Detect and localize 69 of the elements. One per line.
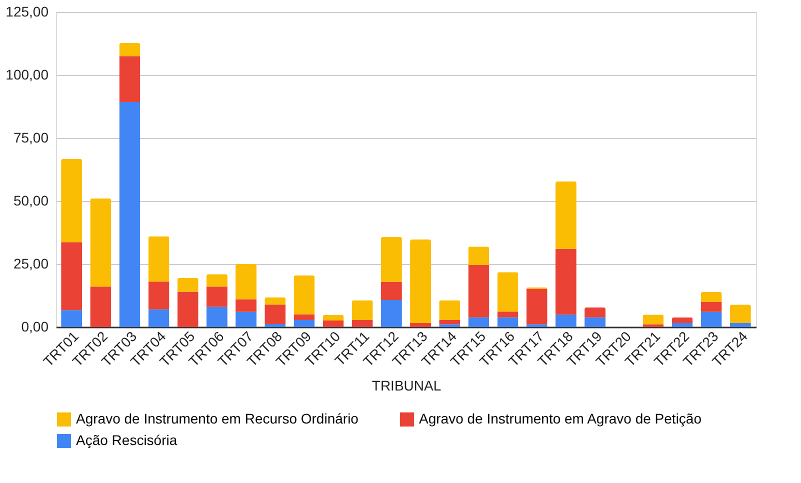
bar [439, 300, 460, 320]
bar [642, 324, 664, 327]
bar [148, 282, 170, 310]
y-tick-label: 100,00 [6, 66, 49, 82]
bar [497, 312, 518, 318]
bar [642, 314, 664, 324]
bar [468, 265, 490, 318]
legend-label: Ação Rescisória [76, 432, 178, 448]
y-tick-label: 75,00 [13, 130, 49, 146]
y-tick-label: 50,00 [13, 192, 49, 208]
bar [380, 300, 402, 327]
bar [700, 292, 722, 302]
legend-label: Agravo de Instrumento em Recurso Ordinário [76, 410, 359, 426]
bar [177, 278, 198, 292]
bar [236, 312, 257, 327]
bar [730, 322, 751, 327]
bar [148, 236, 170, 282]
bar [119, 56, 140, 102]
bar [380, 282, 402, 300]
bar [264, 324, 286, 327]
bar [555, 248, 576, 315]
bar [730, 304, 751, 323]
bar [584, 317, 606, 327]
bar [468, 317, 490, 327]
bar [294, 314, 315, 320]
bar [61, 310, 82, 327]
bar [119, 42, 140, 56]
bar [206, 274, 228, 287]
bar [700, 302, 722, 312]
bar [584, 307, 606, 318]
bar [264, 304, 286, 324]
bar [322, 314, 344, 320]
bar [526, 288, 548, 324]
y-tick-label: 25,00 [13, 256, 49, 272]
bar [497, 317, 518, 327]
bar [177, 292, 198, 327]
bar [555, 181, 576, 249]
bar [322, 320, 344, 327]
bar [700, 312, 722, 327]
bar [352, 300, 373, 320]
bar [119, 102, 140, 327]
bar [468, 246, 490, 266]
bar [410, 240, 432, 323]
bar [497, 272, 518, 312]
bar [294, 275, 315, 314]
bar [90, 198, 112, 287]
bar [439, 324, 460, 327]
bar [90, 286, 112, 327]
y-tick-label: 0,00 [21, 318, 49, 334]
bar [380, 236, 402, 282]
bar [236, 299, 257, 312]
y-tick-label: 125,00 [6, 4, 49, 20]
bar [61, 158, 82, 242]
bar [294, 320, 315, 327]
bar [206, 306, 228, 327]
bar [555, 314, 576, 327]
bar [352, 320, 373, 327]
bar [439, 320, 460, 324]
legend-label: Agravo de Instrumento em Agravo de Petição [419, 410, 702, 426]
bar [672, 317, 693, 323]
bar [206, 286, 228, 307]
bar [148, 309, 170, 327]
bar [236, 264, 257, 300]
bar [526, 324, 548, 327]
bar [264, 297, 286, 305]
bar [672, 322, 693, 327]
bar [61, 242, 82, 310]
bar [410, 322, 432, 327]
x-axis-title: TRIBUNAL [372, 377, 442, 394]
